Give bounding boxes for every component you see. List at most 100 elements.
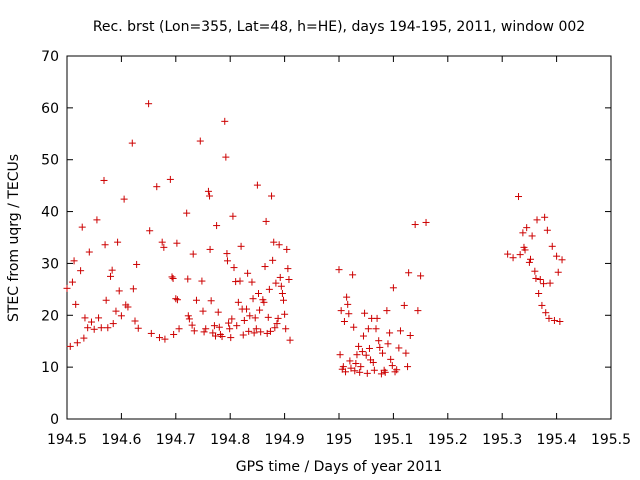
data-point	[131, 317, 139, 325]
data-point	[373, 314, 381, 322]
data-point	[146, 227, 154, 235]
data-point	[532, 274, 540, 282]
data-point	[192, 296, 200, 304]
data-point	[246, 312, 254, 320]
data-point	[282, 325, 290, 333]
data-point	[266, 327, 274, 335]
data-point	[68, 278, 76, 286]
data-point	[369, 358, 377, 366]
data-point	[114, 238, 122, 246]
data-point	[402, 349, 410, 357]
data-point	[345, 310, 353, 318]
data-point	[359, 332, 367, 340]
data-point	[339, 363, 347, 371]
data-point	[237, 242, 245, 250]
y-tick-label: 20	[41, 308, 59, 324]
data-point	[395, 344, 403, 352]
y-tick-label: 70	[41, 49, 59, 65]
data-point	[170, 330, 178, 338]
data-point	[357, 363, 365, 371]
data-point	[228, 315, 236, 323]
data-point	[168, 273, 176, 281]
x-tick-label: 195.1	[373, 432, 413, 448]
data-point	[519, 229, 527, 237]
data-point	[387, 355, 395, 363]
data-point	[185, 315, 193, 323]
data-point	[521, 246, 529, 254]
data-point	[243, 305, 251, 313]
data-point	[202, 325, 210, 333]
data-point	[199, 307, 207, 315]
data-point	[198, 277, 206, 285]
data-point	[169, 274, 177, 282]
data-point	[414, 307, 422, 315]
data-point	[240, 316, 248, 324]
data-point	[250, 329, 258, 337]
data-point	[381, 368, 389, 376]
data-point	[260, 298, 268, 306]
data-point	[239, 331, 247, 339]
data-point	[386, 329, 394, 337]
data-point	[361, 309, 369, 317]
data-point	[134, 324, 142, 332]
data-points	[63, 100, 566, 378]
data-point	[196, 137, 204, 145]
data-point	[342, 368, 350, 376]
data-point	[278, 290, 286, 298]
x-tick-label: 194.8	[210, 432, 250, 448]
data-point	[112, 307, 120, 315]
data-point	[422, 218, 430, 226]
data-point	[286, 336, 294, 344]
data-point	[349, 271, 357, 279]
data-point	[210, 322, 218, 330]
x-tick-label: 195	[326, 432, 353, 448]
data-point	[543, 226, 551, 234]
data-point	[206, 245, 214, 253]
data-point	[340, 318, 348, 326]
data-point	[541, 213, 549, 221]
data-point	[389, 284, 397, 292]
data-point	[108, 266, 116, 274]
data-point	[553, 252, 561, 260]
data-point	[124, 303, 132, 311]
data-point	[516, 251, 524, 259]
data-point	[213, 222, 221, 230]
data-point	[90, 325, 98, 333]
data-point	[353, 351, 361, 359]
y-tick-label: 40	[41, 205, 59, 221]
data-point	[155, 334, 163, 342]
data-point	[188, 321, 196, 329]
data-point	[78, 223, 86, 231]
data-point	[344, 300, 352, 308]
data-point	[343, 293, 351, 301]
data-point	[128, 139, 136, 147]
data-point	[236, 277, 244, 285]
data-point	[222, 153, 230, 161]
data-point	[147, 329, 155, 337]
data-point	[264, 313, 272, 321]
data-point	[223, 257, 231, 265]
data-point	[73, 339, 81, 347]
data-point	[550, 316, 558, 324]
y-tick-label: 60	[41, 101, 59, 117]
data-point	[370, 366, 378, 374]
data-point	[525, 258, 533, 266]
data-point	[252, 325, 260, 333]
data-point	[531, 267, 539, 275]
data-point	[212, 332, 220, 340]
data-point	[265, 285, 273, 293]
data-point	[70, 257, 78, 265]
data-point	[350, 323, 358, 331]
data-point	[107, 272, 115, 280]
data-point	[283, 245, 291, 253]
data-point	[272, 279, 280, 287]
data-point	[173, 239, 181, 247]
data-point	[273, 320, 281, 328]
data-point	[535, 290, 543, 298]
data-point	[523, 224, 531, 232]
data-point	[173, 296, 181, 304]
data-point	[558, 256, 566, 264]
data-point	[85, 248, 93, 256]
data-point	[160, 243, 168, 251]
data-point	[184, 275, 192, 283]
